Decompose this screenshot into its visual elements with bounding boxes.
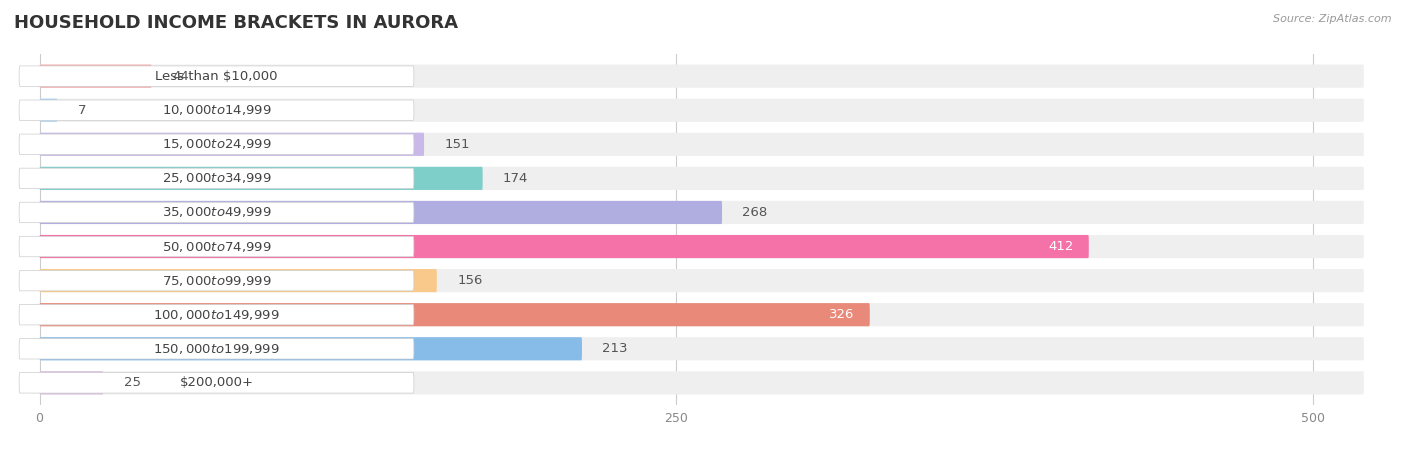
- Text: $75,000 to $99,999: $75,000 to $99,999: [162, 274, 271, 288]
- Text: $200,000+: $200,000+: [180, 376, 253, 389]
- FancyBboxPatch shape: [39, 167, 1364, 190]
- FancyBboxPatch shape: [39, 303, 1364, 326]
- Text: $150,000 to $199,999: $150,000 to $199,999: [153, 342, 280, 356]
- FancyBboxPatch shape: [39, 337, 1364, 360]
- Text: $25,000 to $34,999: $25,000 to $34,999: [162, 171, 271, 185]
- FancyBboxPatch shape: [39, 371, 103, 395]
- Text: 174: 174: [503, 172, 529, 185]
- FancyBboxPatch shape: [20, 100, 413, 121]
- FancyBboxPatch shape: [20, 66, 413, 86]
- Text: 412: 412: [1047, 240, 1074, 253]
- FancyBboxPatch shape: [20, 338, 413, 359]
- FancyBboxPatch shape: [39, 133, 425, 156]
- FancyBboxPatch shape: [39, 99, 1364, 122]
- Text: $50,000 to $74,999: $50,000 to $74,999: [162, 239, 271, 253]
- FancyBboxPatch shape: [39, 64, 1364, 88]
- FancyBboxPatch shape: [20, 168, 413, 189]
- Text: 213: 213: [602, 342, 628, 355]
- Text: 44: 44: [172, 70, 188, 83]
- FancyBboxPatch shape: [20, 202, 413, 223]
- FancyBboxPatch shape: [39, 371, 1364, 395]
- FancyBboxPatch shape: [20, 270, 413, 291]
- Text: $10,000 to $14,999: $10,000 to $14,999: [162, 103, 271, 117]
- FancyBboxPatch shape: [39, 269, 1364, 292]
- Text: $100,000 to $149,999: $100,000 to $149,999: [153, 308, 280, 322]
- FancyBboxPatch shape: [39, 235, 1364, 258]
- Text: 326: 326: [830, 308, 855, 321]
- Text: $15,000 to $24,999: $15,000 to $24,999: [162, 137, 271, 151]
- FancyBboxPatch shape: [39, 269, 437, 292]
- FancyBboxPatch shape: [39, 64, 152, 88]
- FancyBboxPatch shape: [39, 99, 58, 122]
- FancyBboxPatch shape: [39, 303, 870, 326]
- FancyBboxPatch shape: [39, 201, 1364, 224]
- Text: 151: 151: [444, 138, 470, 151]
- FancyBboxPatch shape: [39, 167, 482, 190]
- FancyBboxPatch shape: [39, 133, 1364, 156]
- Text: 7: 7: [77, 104, 86, 117]
- Text: Less than $10,000: Less than $10,000: [155, 70, 278, 83]
- FancyBboxPatch shape: [39, 337, 582, 360]
- FancyBboxPatch shape: [20, 373, 413, 393]
- FancyBboxPatch shape: [39, 201, 723, 224]
- Text: $35,000 to $49,999: $35,000 to $49,999: [162, 206, 271, 220]
- FancyBboxPatch shape: [20, 236, 413, 257]
- Text: 25: 25: [124, 376, 141, 389]
- Text: HOUSEHOLD INCOME BRACKETS IN AURORA: HOUSEHOLD INCOME BRACKETS IN AURORA: [14, 14, 458, 32]
- Text: 156: 156: [457, 274, 482, 287]
- FancyBboxPatch shape: [20, 134, 413, 154]
- FancyBboxPatch shape: [20, 305, 413, 325]
- FancyBboxPatch shape: [39, 235, 1088, 258]
- Text: 268: 268: [742, 206, 768, 219]
- Text: Source: ZipAtlas.com: Source: ZipAtlas.com: [1274, 14, 1392, 23]
